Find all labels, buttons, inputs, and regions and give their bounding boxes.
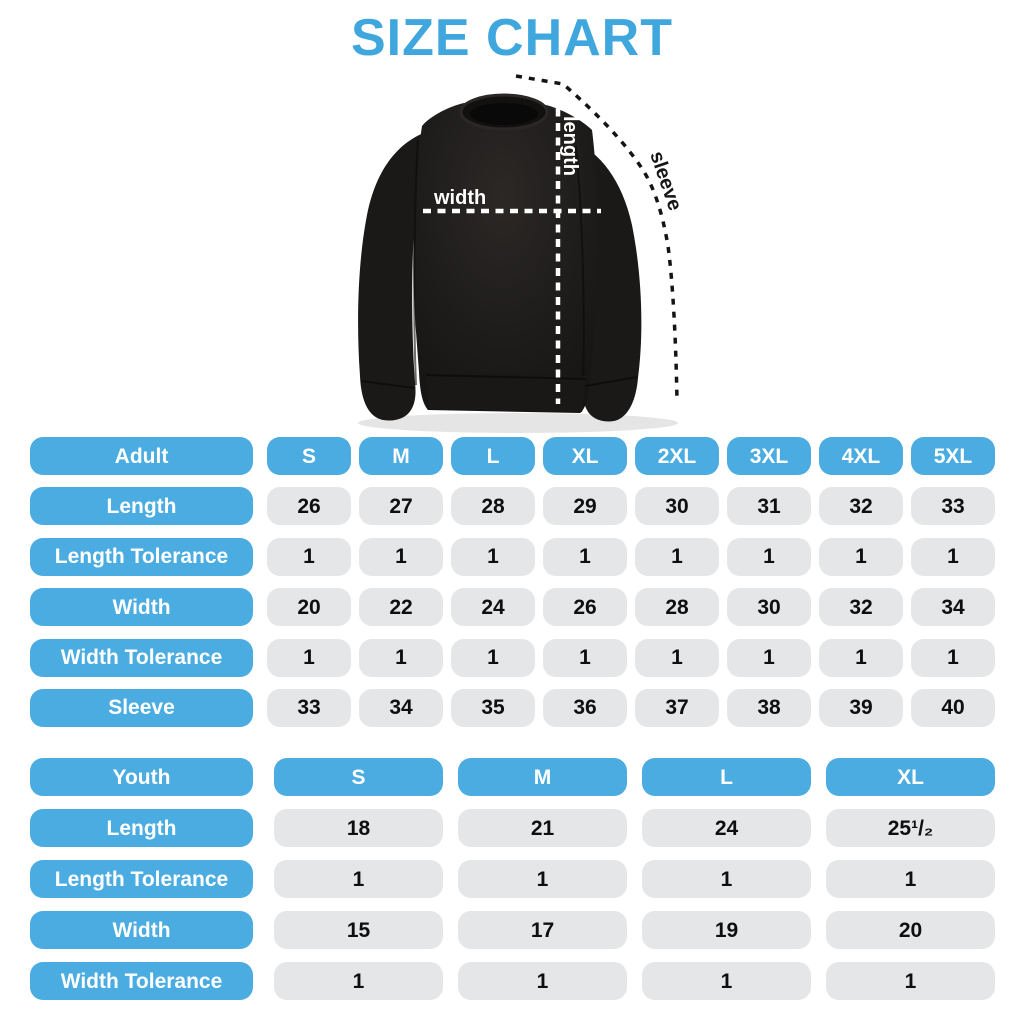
- size-value-cell: 40: [911, 688, 995, 727]
- size-value-cell: 37: [635, 688, 719, 727]
- size-value-cell: 1: [819, 537, 903, 576]
- size-value-cell: 28: [635, 588, 719, 627]
- adult-row-label-sleeve: Sleeve: [30, 688, 253, 727]
- size-value-cell: 38: [727, 688, 811, 727]
- size-value-cell: 1: [543, 638, 627, 677]
- size-value-cell: 32: [819, 588, 903, 627]
- adult-size-header-s: S: [267, 437, 351, 475]
- adult-row-label-width-tolerance: Width Tolerance: [30, 638, 253, 677]
- size-value-cell: 33: [267, 688, 351, 727]
- left-sleeve-seam: [413, 139, 419, 386]
- size-value-cell: 1: [635, 537, 719, 576]
- size-value-cell: 34: [911, 588, 995, 627]
- size-value-cell: 1: [543, 537, 627, 576]
- adult-size-header-l: L: [451, 437, 535, 475]
- right-sleeve-seam: [575, 145, 585, 389]
- size-value-cell: 1: [826, 962, 995, 1000]
- adult-size-header-5xl: 5XL: [911, 437, 995, 475]
- youth-size-header-l: L: [642, 758, 811, 796]
- size-value-cell: 39: [819, 688, 903, 727]
- size-value-cell: 20: [267, 588, 351, 627]
- size-value-cell: 30: [635, 487, 719, 526]
- adult-size-header-xl: XL: [543, 437, 627, 475]
- adult-size-header-3xl: 3XL: [727, 437, 811, 475]
- size-value-cell: 34: [359, 688, 443, 727]
- size-value-cell: 1: [267, 537, 351, 576]
- size-value-cell: 15: [274, 911, 443, 949]
- size-value-cell: 1: [267, 638, 351, 677]
- sweatshirt-diagram: width length sleeve: [330, 70, 710, 440]
- right-cuff-seam: [584, 376, 638, 387]
- size-value-cell: 21: [458, 809, 627, 847]
- size-value-cell: 24: [642, 809, 811, 847]
- size-value-cell: 1: [819, 638, 903, 677]
- adult-row-label-width: Width: [30, 588, 253, 627]
- size-value-cell: 20: [826, 911, 995, 949]
- size-value-cell: 1: [451, 638, 535, 677]
- shirt-shadow: [358, 413, 678, 433]
- size-value-cell: 1: [274, 962, 443, 1000]
- size-value-cell: 1: [458, 962, 627, 1000]
- size-value-cell: 35: [451, 688, 535, 727]
- size-value-cell: 19: [642, 911, 811, 949]
- size-value-cell: 28: [451, 487, 535, 526]
- sleeve-measure-line: [515, 74, 679, 403]
- size-value-cell: 29: [543, 487, 627, 526]
- size-value-cell: 27: [359, 487, 443, 526]
- adult-row-label-length: Length: [30, 487, 253, 526]
- adult-row-label-length-tolerance: Length Tolerance: [30, 537, 253, 576]
- youth-size-header-m: M: [458, 758, 627, 796]
- size-value-cell: 24: [451, 588, 535, 627]
- size-value-cell: 1: [727, 537, 811, 576]
- youth-row-label-width-tolerance: Width Tolerance: [30, 962, 253, 1000]
- size-value-cell: 1: [635, 638, 719, 677]
- size-value-cell: 1: [359, 537, 443, 576]
- left-cuff-seam: [360, 380, 415, 389]
- sweatshirt-image: width length sleeve: [358, 74, 686, 433]
- adult-size-header-4xl: 4XL: [819, 437, 903, 475]
- waistband: [426, 372, 586, 412]
- adult-size-table: Adult S M L XL 2XL 3XL 4XL 5XL Length 26…: [30, 437, 995, 727]
- size-value-cell: 26: [543, 588, 627, 627]
- waistband-seam: [425, 374, 587, 380]
- size-value-cell: 26: [267, 487, 351, 526]
- size-value-cell: 1: [826, 860, 995, 898]
- sleeve-measure-label: sleeve: [645, 148, 686, 213]
- size-value-cell: 22: [359, 588, 443, 627]
- size-value-cell: 17: [458, 911, 627, 949]
- youth-size-table: Youth S M L XL Length 18 21 24 25¹/₂ Len…: [30, 758, 995, 1000]
- body-shape: [413, 103, 598, 413]
- youth-row-label-width: Width: [30, 911, 253, 949]
- length-measure-label: length: [559, 116, 581, 176]
- youth-size-header-xl: XL: [826, 758, 995, 796]
- size-value-cell: 31: [727, 487, 811, 526]
- adult-size-header-m: M: [359, 437, 443, 475]
- page-title: SIZE CHART: [351, 9, 673, 67]
- youth-table-header: Youth: [30, 758, 253, 796]
- size-value-cell: 32: [819, 487, 903, 526]
- adult-table-header: Adult: [30, 437, 253, 475]
- size-value-cell: 1: [642, 962, 811, 1000]
- size-value-cell: 33: [911, 487, 995, 526]
- youth-row-label-length-tolerance: Length Tolerance: [30, 860, 253, 898]
- size-value-cell: 25¹/₂: [826, 809, 995, 847]
- size-value-cell: 1: [642, 860, 811, 898]
- youth-size-header-s: S: [274, 758, 443, 796]
- size-value-cell: 1: [911, 537, 995, 576]
- size-value-cell: 1: [458, 860, 627, 898]
- width-measure-label: width: [433, 187, 486, 209]
- size-value-cell: 36: [543, 688, 627, 727]
- size-value-cell: 1: [359, 638, 443, 677]
- adult-size-header-2xl: 2XL: [635, 437, 719, 475]
- size-value-cell: 1: [727, 638, 811, 677]
- size-value-cell: 18: [274, 809, 443, 847]
- size-value-cell: 30: [727, 588, 811, 627]
- collar-opening: [470, 103, 538, 125]
- left-sleeve-shape: [358, 132, 428, 421]
- youth-row-label-length: Length: [30, 809, 253, 847]
- size-value-cell: 1: [911, 638, 995, 677]
- size-value-cell: 1: [274, 860, 443, 898]
- size-value-cell: 1: [451, 537, 535, 576]
